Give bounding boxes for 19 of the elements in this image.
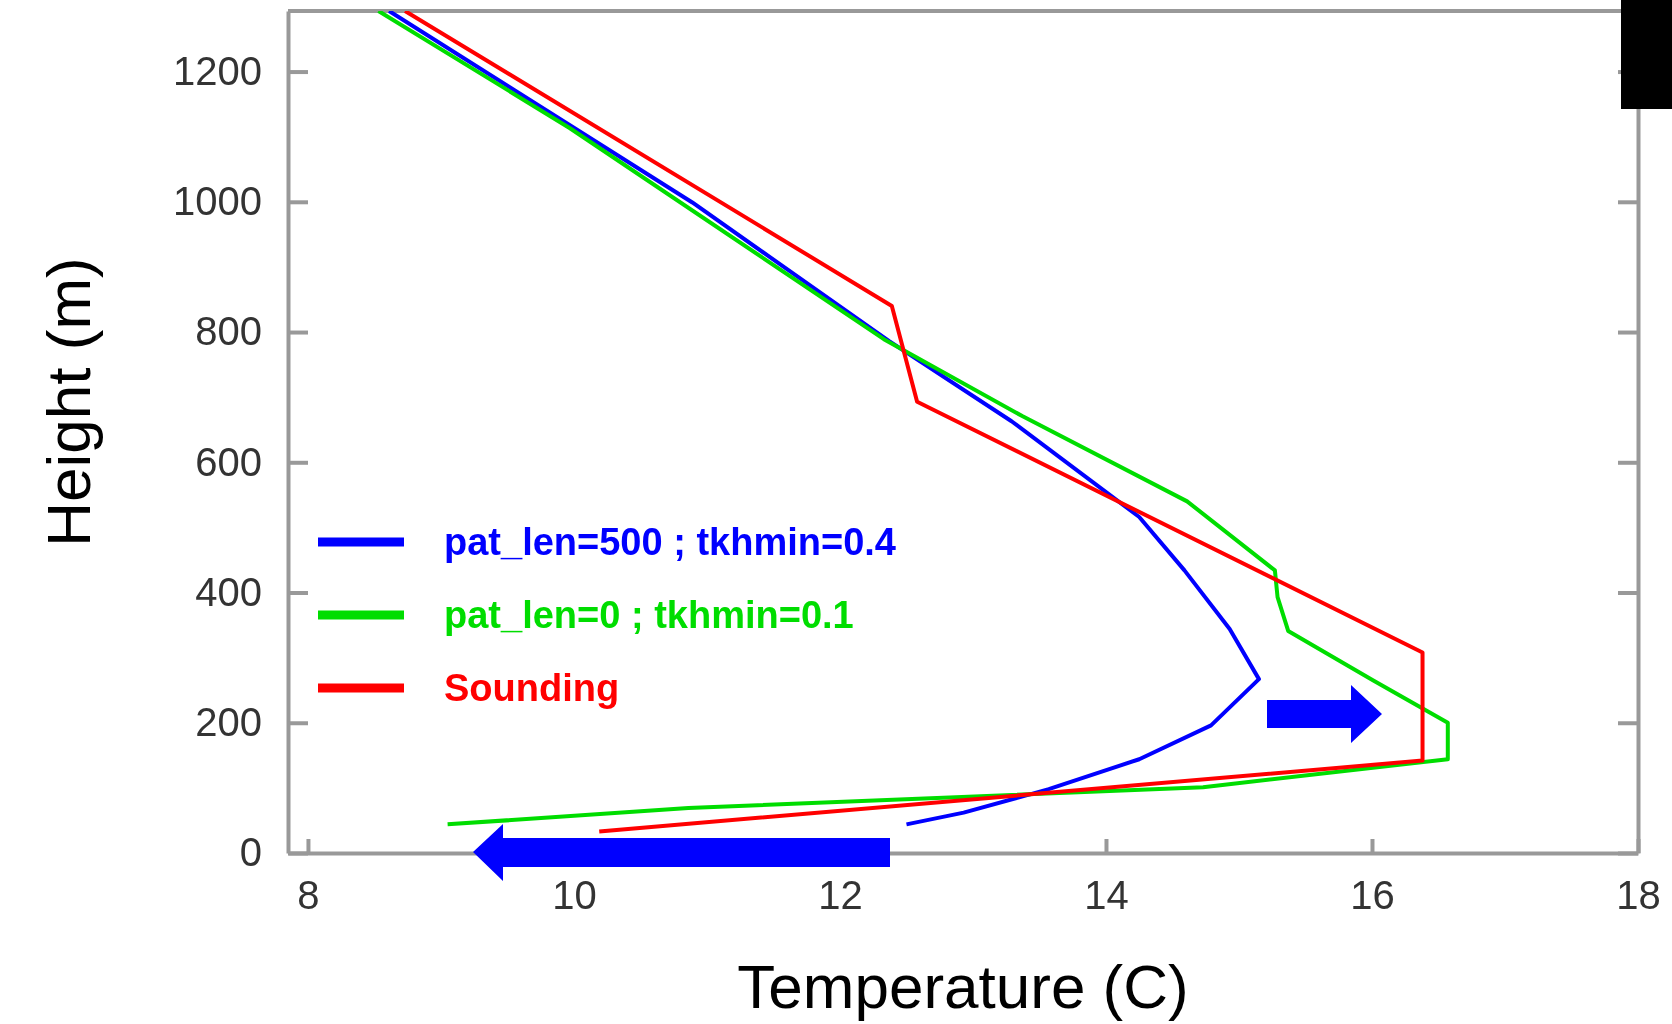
x-tick-label: 16 [1350,873,1395,918]
x-tick-label: 8 [297,873,320,918]
y-tick-label: 0 [239,830,262,875]
y-tick-label: 600 [195,439,262,484]
y-tick-label: 1200 [173,48,262,93]
legend-label: pat_len=500 ; tkhmin=0.4 [444,521,896,563]
legend-label: pat_len=0 ; tkhmin=0.1 [444,594,854,636]
y-tick-label: 400 [195,569,262,614]
x-tick-label: 12 [818,873,863,918]
y-tick-label: 1000 [173,179,262,224]
line-series [387,11,1261,827]
x-tick-label: 14 [1084,873,1129,918]
x-tick-label: 10 [552,873,597,918]
x-axis-title: Temperature (C) [737,952,1189,1021]
legend-label: Sounding [444,667,620,709]
y-axis-title: Height (m) [34,257,103,547]
y-tick-label: 800 [195,309,262,354]
x-tick-label: 18 [1616,873,1661,918]
y-tick-label: 200 [195,700,262,745]
